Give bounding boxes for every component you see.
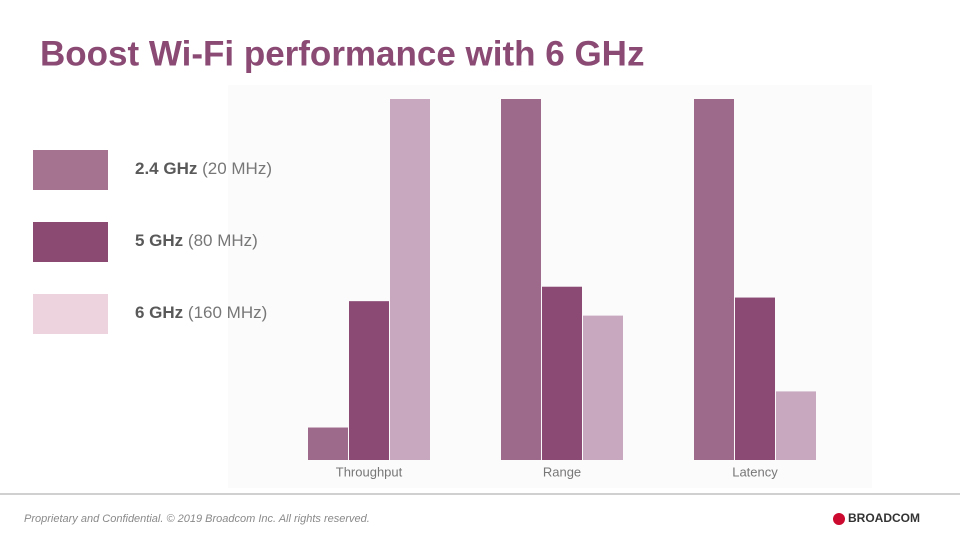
legend-label: 6 GHz (160 MHz) — [135, 303, 267, 322]
legend-width: (160 MHz) — [188, 303, 267, 322]
legend-label: 5 GHz (80 MHz) — [135, 231, 258, 250]
footer-text: Proprietary and Confidential. © 2019 Bro… — [24, 513, 370, 525]
legend-name: 2.4 GHz — [135, 159, 197, 178]
legend-label: 2.4 GHz (20 MHz) — [135, 159, 272, 178]
bar — [390, 99, 430, 460]
x-tick-label: Range — [543, 464, 581, 479]
bar — [349, 301, 389, 460]
logo-icon — [833, 513, 845, 525]
bar — [776, 391, 816, 460]
bar — [501, 99, 541, 460]
legend-swatch — [33, 294, 108, 334]
legend-width: (20 MHz) — [202, 159, 272, 178]
bar — [583, 315, 623, 460]
bar — [308, 427, 348, 460]
x-tick-label: Latency — [732, 464, 778, 479]
legend-name: 5 GHz — [135, 231, 183, 250]
bar — [694, 99, 734, 460]
legend-swatch — [33, 150, 108, 190]
legend-swatch — [33, 222, 108, 262]
logo-text: BROADCOM — [848, 511, 920, 525]
bar — [542, 286, 582, 460]
x-tick-label: Throughput — [336, 464, 403, 479]
legend-name: 6 GHz — [135, 303, 183, 322]
bar — [735, 297, 775, 460]
slide-title: Boost Wi-Fi performance with 6 GHz — [40, 34, 644, 73]
legend-width: (80 MHz) — [188, 231, 258, 250]
